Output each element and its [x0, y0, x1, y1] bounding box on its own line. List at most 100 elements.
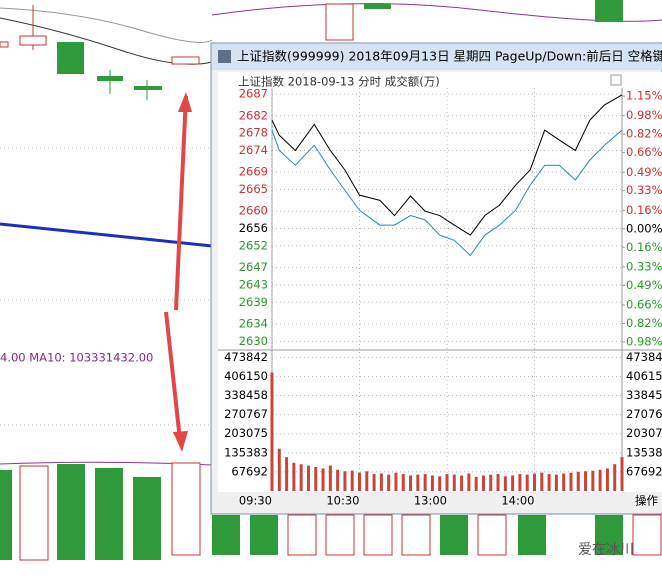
volume-bar [598, 469, 602, 491]
y-tick-label: 406150 [224, 369, 268, 383]
x-tick-label: 09:30 [239, 494, 272, 508]
x-tick-label: 13:00 [414, 494, 447, 508]
y-tick-label: 2630 [239, 334, 268, 348]
volume-bar [533, 473, 536, 491]
volume-bar [314, 467, 318, 491]
time-axis [218, 492, 662, 512]
chart-title: 上证指数 2018-09-13 分时 成交额(万) [238, 75, 440, 89]
volume-bar [328, 465, 332, 491]
y-tick-label: 2643 [239, 277, 268, 291]
x-tick-label: 14:00 [501, 494, 534, 508]
y-tick-label-right: 203075 [626, 426, 662, 440]
y-tick-label: 2674 [239, 143, 268, 157]
y2-tick-label: 0.49% [626, 165, 662, 179]
background-chart [0, 0, 662, 561]
y2-tick-label: 0.16% [626, 240, 662, 254]
volume-bar [343, 471, 347, 491]
volume-bar [277, 448, 281, 491]
volume-bar [292, 462, 296, 491]
y-tick-label: 270767 [224, 407, 268, 421]
y-tick-label: 135383 [224, 445, 268, 459]
volume-bar [518, 474, 522, 491]
y-tick-label: 203075 [224, 426, 268, 440]
ma-label: 4.00 MA10: 103331432.00 [0, 351, 153, 365]
volume-bar [270, 372, 274, 491]
volume-bar [401, 474, 405, 491]
y-tick-label-right: 406150 [626, 369, 662, 383]
volume-bar [605, 468, 609, 491]
price-line [271, 129, 623, 257]
volume-bar [525, 474, 529, 491]
volume-bar [569, 472, 573, 491]
price-line [271, 94, 623, 236]
y-tick-label: 2656 [239, 221, 268, 235]
volume-bar [584, 471, 588, 491]
volume-bar [489, 474, 493, 491]
y2-tick-label: 0.98% [626, 108, 662, 122]
title-bar[interactable] [212, 44, 662, 70]
volume-bar [496, 474, 500, 491]
y-tick-label-right: 135383 [626, 445, 662, 459]
y-tick-label: 2687 [239, 87, 268, 101]
watermark: 爱在冰川 [578, 542, 634, 558]
y-tick-label: 338458 [224, 388, 268, 402]
y2-tick-label: 1.15% [626, 89, 662, 103]
x-tick-label: 10:30 [326, 494, 359, 508]
y-tick-label-right: 67692 [626, 464, 662, 478]
volume-bar [562, 473, 566, 491]
y-tick-label: 2639 [239, 295, 268, 309]
volume-bar [358, 472, 361, 491]
volume-bar [430, 475, 434, 491]
volume-bar [350, 470, 354, 491]
y-tick-label: 2652 [239, 238, 268, 252]
volume-bar [394, 472, 398, 491]
volume-bar [416, 474, 420, 491]
y-tick-label: 2665 [239, 182, 268, 196]
volume-bar [591, 470, 595, 491]
y-tick-label: 2669 [239, 165, 268, 179]
volume-bar [511, 475, 515, 491]
y-tick-label-right: 338458 [626, 388, 662, 402]
volume-bar [372, 474, 376, 491]
volume-bar [613, 464, 617, 491]
y-tick-label: 473842 [224, 350, 268, 364]
volume-bar [299, 464, 303, 491]
volume-bar [423, 474, 427, 491]
y2-tick-label: 0.00% [626, 221, 662, 235]
volume-bar [445, 474, 449, 491]
chart-panel [218, 72, 662, 492]
volume-bar [474, 476, 478, 491]
volume-bar [481, 475, 485, 491]
volume-bar [321, 468, 325, 491]
y2-tick-label: 0.33% [626, 259, 662, 273]
volume-bar [365, 471, 369, 491]
volume-bar [503, 476, 507, 491]
volume-bar [438, 476, 442, 491]
y2-tick-label: 0.66% [626, 297, 662, 311]
corner-label[interactable]: 操作 [635, 494, 658, 508]
volume-bar [547, 474, 551, 491]
y2-tick-label: 0.16% [626, 203, 662, 217]
y2-tick-label: 0.33% [626, 183, 662, 197]
volume-bar [379, 473, 383, 491]
window-title: 上证指数(999999) 2018年09月13日 星期四 PageUp/Down… [237, 49, 662, 64]
y2-tick-label: 0.82% [626, 127, 662, 141]
y2-tick-label: 0.82% [626, 316, 662, 330]
window-icon [218, 50, 231, 63]
y-tick-label-right: 473842 [626, 350, 662, 364]
y-tick-label: 2634 [239, 316, 268, 330]
volume-bar [467, 473, 471, 491]
y-tick-label: 2682 [239, 108, 268, 122]
y-tick-label: 2678 [239, 126, 268, 140]
y-tick-label: 2647 [239, 260, 268, 274]
y2-tick-label: 0.66% [626, 145, 662, 159]
volume-bar [576, 471, 580, 491]
volume-bar [554, 474, 558, 491]
volume-bar [540, 472, 544, 491]
y-tick-label: 67692 [231, 464, 268, 478]
volume-bar [409, 475, 413, 491]
volume-bar [620, 457, 624, 491]
expand-button[interactable] [610, 74, 622, 86]
volume-bar [387, 474, 391, 491]
